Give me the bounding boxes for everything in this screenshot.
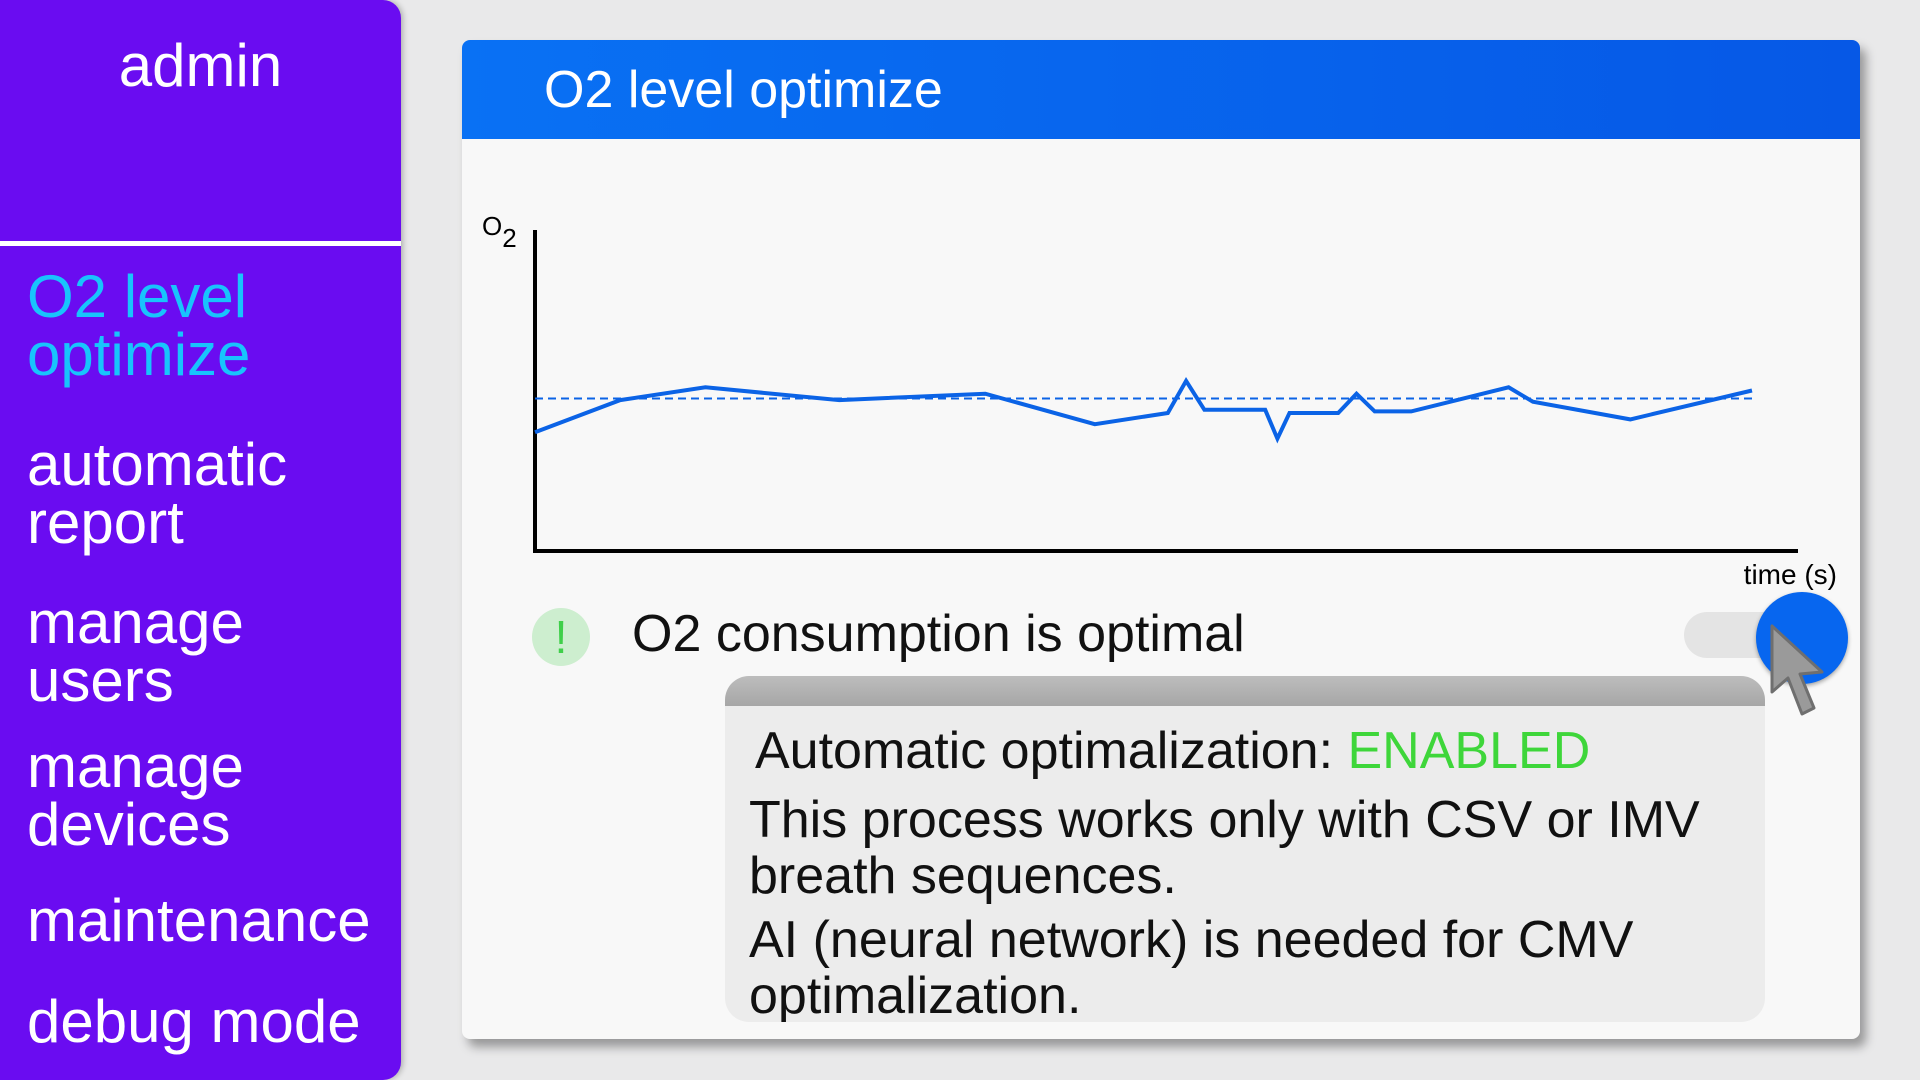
tooltip-status-line: Automatic optimalization: ENABLED	[755, 720, 1590, 782]
sidebar-item-debug-mode[interactable]: debug mode	[27, 988, 361, 1055]
tooltip-paragraph-1: This process works only with CSV or IMV …	[749, 791, 1700, 905]
tooltip-state: ENABLED	[1347, 722, 1591, 780]
y-axis-label-sub: 2	[502, 223, 516, 253]
o2-series-line	[534, 377, 1753, 444]
exclamation-icon: !	[532, 608, 590, 666]
main-card: O2 level optimize O2 time (s) ! O2 consu…	[462, 40, 1860, 1039]
y-axis-label-main: O	[482, 211, 502, 241]
status-text: O2 consumption is optimal	[632, 605, 1245, 663]
x-axis-label: time (s)	[1744, 559, 1837, 590]
sidebar-item-automatic-report[interactable]: automatic report	[27, 431, 288, 556]
card-header: O2 level optimize	[462, 40, 1860, 139]
y-axis-label: O2	[482, 211, 517, 253]
sidebar: admin O2 level optimize automatic report…	[0, 0, 401, 1080]
tooltip-label: Automatic optimalization:	[755, 722, 1334, 780]
toggle-tooltip: Automatic optimalization: ENABLED This p…	[725, 676, 1765, 1022]
o2-chart: O2 time (s)	[482, 211, 1837, 590]
tooltip-top-bar	[725, 676, 1765, 706]
sidebar-item-maintenance[interactable]: maintenance	[27, 887, 371, 954]
page-title: O2 level optimize	[544, 61, 943, 119]
tooltip-paragraph-2: AI (neural network) is needed for CMV op…	[749, 911, 1634, 1022]
sidebar-item-manage-devices[interactable]: manage devices	[27, 733, 244, 858]
mouse-pointer-icon	[1770, 624, 1824, 716]
user-name: admin	[118, 32, 283, 99]
sidebar-item-o2-level-optimize[interactable]: O2 level optimize	[27, 263, 251, 388]
sidebar-divider	[0, 241, 401, 246]
sidebar-item-manage-users[interactable]: manage users	[27, 589, 244, 714]
